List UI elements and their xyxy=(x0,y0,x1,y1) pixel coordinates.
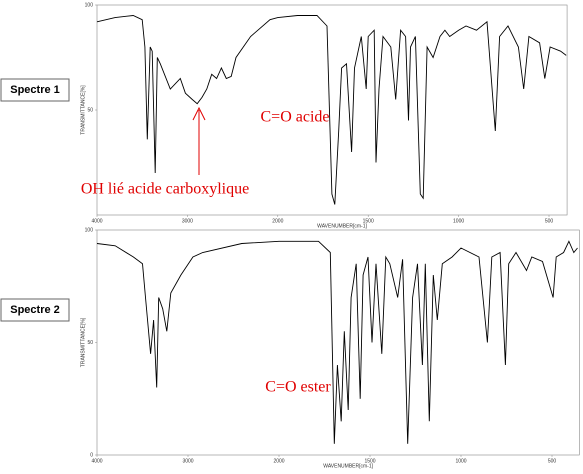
x-axis-label: WAVENUMBER[cm-1] xyxy=(323,463,373,469)
y-tick-label: 100 xyxy=(85,227,94,233)
spectrum-title: Spectre 2 xyxy=(10,304,60,316)
x-tick-label: 4000 xyxy=(91,218,102,224)
y-axis-label: TRANSMITTANCE[%] xyxy=(80,85,86,135)
x-tick-label: 500 xyxy=(548,458,557,464)
label-box xyxy=(0,78,70,102)
x-axis-label: WAVENUMBER[cm-1] xyxy=(317,223,367,229)
spectrum-title: Spectre 1 xyxy=(10,84,60,96)
x-tick-label: 1000 xyxy=(453,218,464,224)
x-tick-label: 1500 xyxy=(363,218,374,224)
plot-frame xyxy=(96,229,580,456)
spectrum-line xyxy=(96,240,578,444)
x-tick-label: 2000 xyxy=(272,218,283,224)
y-tick-label: 0 xyxy=(90,452,93,458)
spectrum-line xyxy=(96,15,567,205)
annotation: C=O ester xyxy=(265,379,331,396)
x-tick-label: 1000 xyxy=(455,458,466,464)
x-tick-label: 2000 xyxy=(273,458,284,464)
x-tick-label: 3000 xyxy=(182,218,193,224)
label-box xyxy=(0,298,70,322)
y-tick-label: 100 xyxy=(85,2,94,8)
x-tick-label: 3000 xyxy=(182,458,193,464)
x-tick-label: 1500 xyxy=(364,458,375,464)
y-axis-label: TRANSMITTANCE[%] xyxy=(80,317,86,367)
arrow-head xyxy=(192,106,206,121)
x-tick-label: 500 xyxy=(545,218,554,224)
annotation: OH lié acide carboxylique xyxy=(81,181,249,198)
y-tick-label: 50 xyxy=(87,107,93,113)
y-tick-label: 50 xyxy=(87,340,93,346)
x-tick-label: 4000 xyxy=(91,458,102,464)
annotation: C=O acide xyxy=(261,109,330,126)
